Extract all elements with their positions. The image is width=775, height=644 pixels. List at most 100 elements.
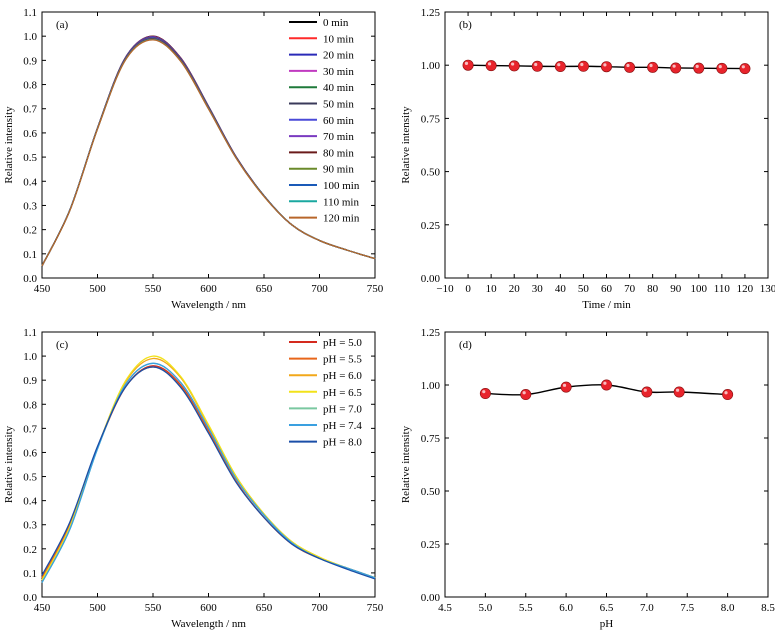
data-point-highlight <box>511 62 515 66</box>
x-tick-label: 550 <box>145 602 162 614</box>
x-tick-label: 600 <box>200 602 217 614</box>
data-point-highlight <box>741 65 745 69</box>
y-tick-label: 0.25 <box>421 539 441 551</box>
x-axis-label: pH <box>600 618 614 630</box>
data-point <box>670 62 682 74</box>
panel-label: (b) <box>459 19 472 31</box>
x-tick-label: 5.5 <box>519 602 533 614</box>
y-tick-label: 1.25 <box>421 327 441 339</box>
data-point-highlight <box>603 381 607 385</box>
y-tick-label: 1.25 <box>421 7 441 19</box>
y-tick-label: 0.8 <box>23 80 37 92</box>
y-axis-label: Relative intensity <box>3 425 15 503</box>
data-point <box>479 387 491 399</box>
data-point-highlight <box>482 390 486 394</box>
y-tick-label: 0.50 <box>421 167 441 179</box>
legend-label: 50 min <box>323 99 354 111</box>
panel-label: (c) <box>56 339 69 351</box>
x-tick-label: 500 <box>89 602 106 614</box>
data-point-highlight <box>724 391 728 395</box>
panel-label: (d) <box>459 339 472 351</box>
legend-label: 10 min <box>323 33 354 45</box>
x-tick-label: 750 <box>367 283 384 295</box>
y-tick-label: 0.50 <box>421 486 441 498</box>
data-point-highlight <box>580 62 584 67</box>
data-point-highlight <box>557 63 561 67</box>
y-tick-label: 0.2 <box>23 225 37 237</box>
data-point <box>641 386 653 398</box>
data-point-highlight <box>718 64 722 69</box>
legend-label: 80 min <box>323 147 354 159</box>
x-tick-label: 120 <box>737 283 754 295</box>
x-tick-label: 550 <box>145 283 162 295</box>
legend-label: pH = 8.0 <box>323 437 362 449</box>
data-point <box>600 379 612 391</box>
x-tick-label: 700 <box>311 283 328 295</box>
data-point-highlight <box>603 63 607 67</box>
y-tick-label: 1.0 <box>23 31 37 43</box>
y-axis-label: Relative intensity <box>3 106 15 184</box>
data-point <box>520 389 532 401</box>
data-point-highlight <box>675 388 680 392</box>
data-point <box>716 62 728 74</box>
legend-label: 100 min <box>323 180 360 192</box>
legend-label: 90 min <box>323 164 354 176</box>
legend-label: 40 min <box>323 82 354 94</box>
x-tick-label: 110 <box>714 283 731 295</box>
x-tick-label: 20 <box>509 283 521 295</box>
data-point-highlight <box>695 64 699 68</box>
legend-label: 30 min <box>323 66 354 78</box>
x-tick-label: 60 <box>601 283 613 295</box>
plot-frame <box>444 331 769 598</box>
x-axis-label: Time / min <box>582 299 631 311</box>
y-tick-label: 0.7 <box>23 423 37 435</box>
y-tick-label: 0.8 <box>23 399 37 411</box>
y-tick-label: 0.4 <box>23 176 37 188</box>
legend-label: pH = 6.5 <box>323 387 362 399</box>
x-tick-label: 7.5 <box>680 602 694 614</box>
legend-label: 60 min <box>323 115 354 127</box>
x-tick-label: 500 <box>89 283 106 295</box>
y-tick-label: 0.0 <box>23 592 37 604</box>
x-tick-label: 0 <box>465 283 471 295</box>
y-tick-label: 0.75 <box>421 433 441 445</box>
legend-label: 70 min <box>323 131 354 143</box>
data-point <box>673 386 685 398</box>
x-tick-label: 4.5 <box>438 602 452 614</box>
data-point-highlight <box>464 61 469 65</box>
series-line <box>41 366 376 580</box>
legend-label: pH = 5.5 <box>323 354 362 366</box>
x-tick-label: 6.5 <box>600 602 614 614</box>
x-tick-label: 70 <box>624 283 636 295</box>
x-tick-label: 450 <box>34 602 51 614</box>
y-tick-label: 0.7 <box>23 104 37 116</box>
x-tick-label: −10 <box>436 283 454 295</box>
x-tick-label: 40 <box>555 283 567 295</box>
data-point-highlight <box>643 388 647 392</box>
data-point <box>739 63 751 75</box>
y-tick-label: 0.2 <box>23 544 37 556</box>
x-tick-label: 80 <box>647 283 659 295</box>
x-tick-label: 450 <box>34 283 51 295</box>
x-tick-label: 700 <box>311 602 328 614</box>
x-tick-label: 600 <box>200 283 217 295</box>
y-tick-label: 0.5 <box>23 152 37 164</box>
y-tick-label: 0.6 <box>23 128 37 140</box>
y-tick-label: 0.5 <box>23 472 37 484</box>
y-tick-label: 1.00 <box>421 60 441 72</box>
x-tick-label: 50 <box>578 283 590 295</box>
y-tick-label: 0.1 <box>23 568 37 580</box>
x-tick-label: 130 <box>760 283 775 295</box>
y-tick-label: 0.3 <box>23 520 37 532</box>
x-tick-label: 650 <box>256 283 273 295</box>
y-tick-label: 0.0 <box>23 273 37 285</box>
data-point-highlight <box>672 64 676 68</box>
data-point-highlight <box>522 391 526 395</box>
x-tick-label: 10 <box>486 283 498 295</box>
data-point <box>624 61 636 73</box>
x-tick-label: 8.5 <box>761 602 775 614</box>
data-point <box>722 389 734 401</box>
data-point <box>577 60 589 72</box>
panel-a: 450 500 550 600 650 700 750 0.0 0.1 0.2 0.3 0.4 0.5 0… <box>3 7 384 311</box>
data-point <box>554 60 566 72</box>
